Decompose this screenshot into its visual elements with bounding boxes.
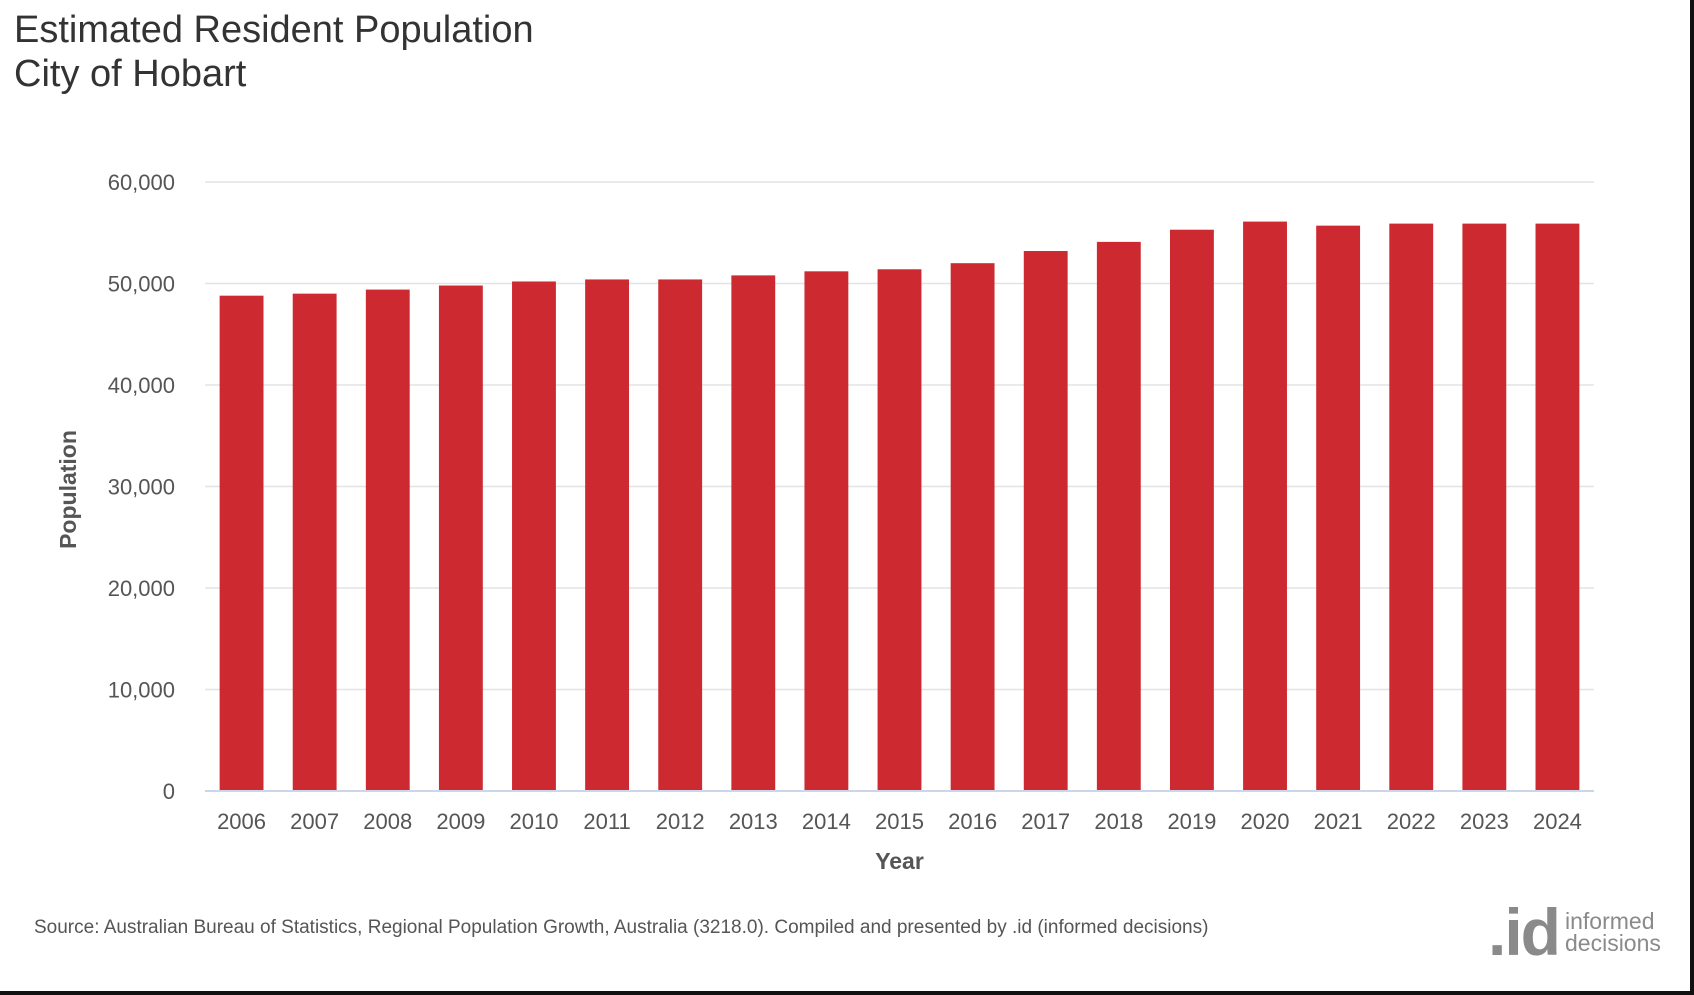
x-tick-label: 2014 (802, 809, 851, 834)
bar-2017[interactable] (1023, 251, 1068, 791)
source-note: Source: Australian Bureau of Statistics,… (34, 917, 1209, 938)
x-tick-label: 2010 (509, 809, 558, 834)
x-tick-label: 2023 (1460, 809, 1509, 834)
bar-2007[interactable] (292, 293, 337, 791)
x-tick-label: 2013 (729, 809, 778, 834)
y-tick-label: 50,000 (108, 272, 175, 297)
x-tick-label: 2015 (875, 809, 924, 834)
x-tick-label: 2016 (948, 809, 997, 834)
bar-2023[interactable] (1462, 223, 1507, 792)
bar-2011[interactable] (585, 279, 630, 791)
bar-2019[interactable] (1169, 229, 1214, 791)
x-tick-label: 2017 (1021, 809, 1070, 834)
y-tick-label: 40,000 (108, 373, 175, 398)
bar-2018[interactable] (1096, 241, 1141, 791)
x-tick-label: 2006 (217, 809, 266, 834)
x-tick-label: 2007 (290, 809, 339, 834)
bar-2006[interactable] (219, 295, 264, 791)
bar-2016[interactable] (950, 263, 995, 791)
x-tick-label: 2022 (1387, 809, 1436, 834)
id-logo-line2: decisions (1565, 930, 1661, 956)
bar-2020[interactable] (1243, 221, 1287, 791)
x-tick-label: 2020 (1241, 809, 1290, 834)
x-tick-label: 2009 (436, 809, 485, 834)
chart-title-line2: City of Hobart (14, 53, 247, 95)
y-tick-label: 30,000 (108, 475, 175, 500)
bar-2008[interactable] (365, 289, 410, 791)
bar-2014[interactable] (804, 271, 849, 791)
chart-title-line1: Estimated Resident Population (14, 9, 534, 51)
bars (219, 221, 1580, 792)
y-tick-label: 10,000 (108, 678, 175, 703)
tick-labels: 0 10,000 20,000 30,000 40,000 50,000 60,000 200… (108, 170, 1582, 834)
id-logo-text: informed decisions (1565, 908, 1661, 956)
x-tick-label: 2019 (1167, 809, 1216, 834)
bar-2013[interactable] (731, 275, 776, 791)
bar-2009[interactable] (438, 285, 483, 791)
x-tick-label: 2021 (1314, 809, 1363, 834)
bar-2024[interactable] (1535, 223, 1580, 792)
bar-2022[interactable] (1389, 223, 1434, 792)
y-tick-label: 20,000 (108, 576, 175, 601)
bar-2021[interactable] (1316, 225, 1361, 791)
y-tick-label: 60,000 (108, 170, 175, 195)
x-tick-label: 2011 (583, 809, 630, 834)
bar-2015[interactable] (877, 269, 922, 791)
x-axis-title: Year (875, 848, 924, 874)
chart-title: Estimated Resident Population City of Ho… (14, 8, 534, 96)
x-tick-label: 2008 (363, 809, 412, 834)
bar-2010[interactable] (512, 281, 556, 791)
id-logo-mark: .id (1488, 895, 1561, 969)
y-axis-title: Population (55, 430, 81, 549)
id-logo-line1: informed (1565, 908, 1655, 934)
id-logo: .id informed decisions (1488, 895, 1661, 969)
y-tick-label: 0 (163, 779, 175, 804)
bar-2012[interactable] (658, 279, 703, 791)
population-bar-chart: 0 10,000 20,000 30,000 40,000 50,000 60,000 200… (55, 170, 1594, 874)
x-tick-label: 2012 (656, 809, 705, 834)
x-tick-label: 2018 (1094, 809, 1143, 834)
x-tick-label: 2024 (1533, 809, 1582, 834)
